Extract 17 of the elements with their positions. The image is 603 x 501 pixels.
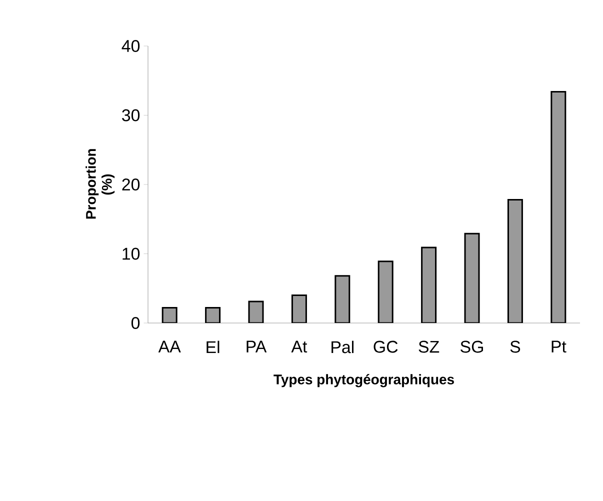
x-tick-label: S (510, 340, 520, 353)
x-tick-label: PA (246, 340, 267, 352)
y-tick-label: 20 (122, 178, 140, 191)
x-tick-label: SZ (418, 340, 440, 353)
x-tick-label: Pt (552, 340, 566, 353)
y-tick-label: 30 (122, 109, 140, 122)
y-tick-label: 0 (131, 317, 140, 330)
x-tick-label: El (206, 340, 220, 354)
x-tick-label: AA (158, 340, 181, 352)
x-tick-label: Pal (332, 340, 354, 354)
y-tick-label: 40 (122, 40, 140, 52)
y-tick-label: 10 (122, 248, 140, 260)
x-tick-label: SG (460, 340, 483, 353)
x-axis-title: Types phytogéographiques (274, 374, 454, 388)
x-tick-label: GC (374, 340, 398, 353)
x-tick-label: At (291, 340, 308, 353)
y-axis-title: Proportion (%) (86, 149, 115, 219)
